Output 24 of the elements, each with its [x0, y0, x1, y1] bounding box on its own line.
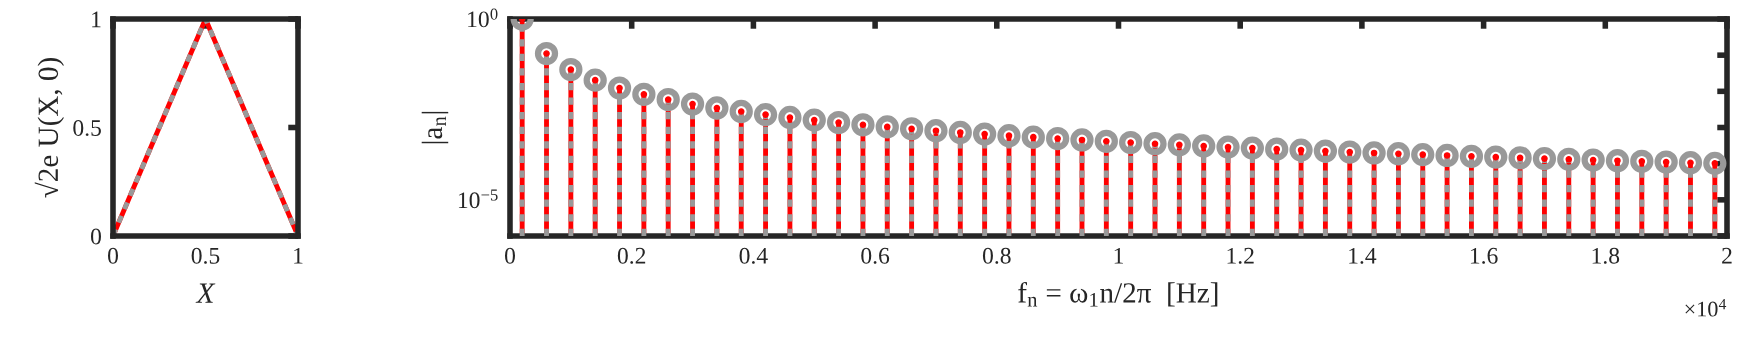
- y-tick-label: 0.5: [73, 119, 101, 137]
- x-tick-label: 1.6: [1470, 247, 1498, 264]
- x-tick-label: 0.8: [982, 247, 1011, 264]
- x-axis-title: f$_{n}$ = ω$_{1}$n/2π [Hz]: [1018, 281, 1218, 307]
- x-tick-label: 0.4: [739, 247, 768, 264]
- x-tick-label: 1: [294, 247, 303, 264]
- y-tick-label: 10$^{−5}$: [458, 189, 498, 209]
- x-tick-label: 1.4: [1349, 247, 1377, 264]
- y-tick-label: 0: [90, 228, 101, 245]
- x-tick-label: 0.2: [617, 247, 646, 264]
- y-axis-title: |a$_{n}$|: [421, 111, 449, 144]
- x-tick-label: 2: [1722, 247, 1732, 264]
- x-tick-label: 0.5: [191, 247, 220, 264]
- x-tick-label: 1.2: [1227, 247, 1254, 264]
- x-tick-label: 1.8: [1592, 247, 1620, 264]
- x-tick-label: 0.6: [861, 247, 890, 264]
- y-axis-title: √2e U(X, 0): [34, 58, 65, 198]
- y-tick-label: 10$^{0}$: [468, 8, 498, 28]
- text: ×10$^{4}$: [1685, 298, 1727, 317]
- x-tick-label: 1: [1114, 247, 1123, 264]
- y-tick-label: 1: [92, 11, 101, 28]
- x-tick-label: 0: [505, 247, 515, 264]
- x-axis-title: X: [195, 283, 216, 303]
- x-tick-label: 0: [108, 247, 118, 264]
